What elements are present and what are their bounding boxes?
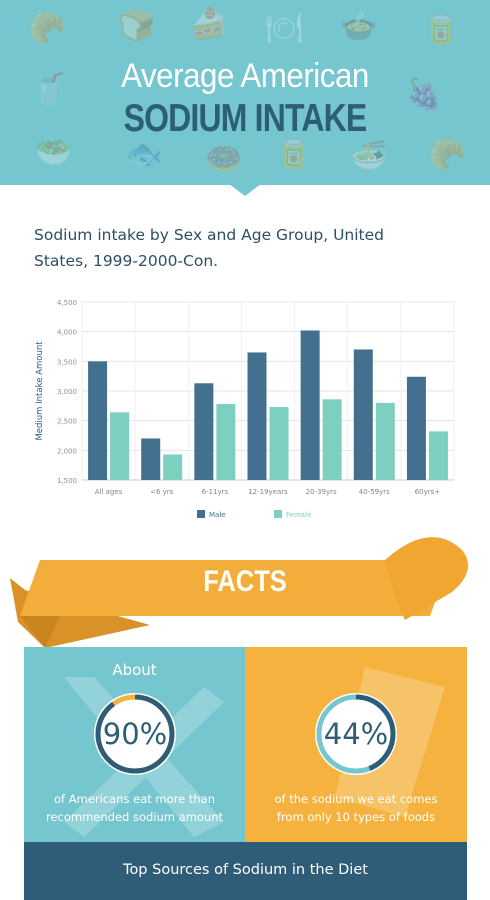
fish-icon: 🐟: [125, 137, 163, 172]
caption-line-1: of the sodium we eat comes: [274, 792, 438, 806]
caption-line-2: from only 10 types of foods: [276, 810, 436, 824]
y-tick-label: 4,000: [57, 329, 77, 337]
title-line-1: Average American: [121, 57, 369, 95]
salad-icon: 🥗: [35, 135, 73, 170]
stat-caption-americans: of Americans eat more than recommended s…: [24, 790, 245, 826]
percent-ring-90: 90%: [90, 689, 180, 779]
bar-male-3: [247, 352, 267, 480]
x-tick-label: 20-39yrs: [306, 488, 337, 496]
title-line-2: SODIUM INTAKE: [123, 97, 368, 140]
bar-female-4: [322, 399, 342, 480]
croissant-icon: 🥐: [28, 11, 66, 46]
bread-icon: 🍞: [118, 9, 156, 44]
header-banner: 🥐 🍞 🍰 🍽 🍲 🥫 🥤 🍇 🥗 🐟 🍩 🥫 🍜 🥐 Average Amer…: [0, 0, 490, 185]
y-tick-label: 3,000: [57, 388, 77, 396]
stat-caption-foods: of the sodium we eat comes from only 10 …: [245, 790, 467, 826]
legend-label-male: Male: [209, 511, 226, 519]
ribbon-shadow: [20, 616, 60, 648]
drink-icon: 🥤: [30, 72, 68, 107]
ribbon-body: [20, 560, 450, 616]
stat-panel-foods: 44% of the sodium we eat comes from only…: [245, 647, 467, 842]
bowl-icon: 🍲: [340, 9, 378, 44]
bar-female-3: [269, 407, 289, 480]
x-tick-label: 6-11yrs: [202, 488, 229, 496]
x-tick-label: 60yrs+: [415, 488, 441, 496]
cake-icon: 🍩: [205, 142, 243, 177]
bar-female-5: [375, 402, 395, 480]
can-icon: 🥫: [275, 137, 313, 172]
y-tick-label: 4,500: [57, 299, 77, 307]
y-tick-label: 2,500: [57, 418, 77, 426]
can-icon: 🥫: [422, 13, 460, 48]
legend-swatch-female: [274, 510, 282, 518]
plate-icon: 🍽: [265, 11, 304, 46]
x-tick-label: All ages: [95, 488, 123, 496]
y-tick-label: 2,000: [57, 447, 77, 455]
facts-ribbon: [0, 530, 490, 650]
x-tick-label: 12-19years: [248, 488, 288, 496]
x-tick-label: <6 yrs: [150, 488, 174, 496]
bar-male-1: [141, 438, 161, 480]
bar-male-4: [300, 330, 320, 480]
chart-svg: 1,500 2,000 2,500 3,000 3,500 4,000 4,500 Mediu…: [35, 299, 455, 519]
chart-subtitle: Sodium intake by Sex and Age Group, Unit…: [34, 226, 385, 270]
bar-female-6: [428, 431, 448, 480]
top-sources-title: Top Sources of Sodium in the Diet: [123, 862, 368, 878]
y-tick-label: 1,500: [57, 477, 77, 485]
about-label: About: [112, 661, 157, 679]
y-tick-label: 3,500: [57, 358, 77, 366]
cake-icon: 🍰: [190, 7, 228, 42]
bar-female-2: [216, 404, 236, 480]
bowl-icon: 🍜: [350, 139, 388, 174]
caption-line-2: recommended sodium amount: [45, 810, 224, 824]
facts-label: FACTS: [203, 565, 287, 598]
bar-male-5: [353, 349, 373, 480]
ribbon-curl-right: [385, 537, 469, 620]
caption-line-1: of Americans eat more than: [54, 792, 215, 806]
stat-panel-americans: About 90% of Americans eat more than rec…: [24, 647, 245, 842]
x-tick-label: 40-59yrs: [359, 488, 390, 496]
legend-swatch-male: [197, 510, 205, 518]
bar-male-0: [88, 361, 108, 480]
stat-value-90: 90%: [102, 717, 168, 751]
bar-male-6: [406, 376, 426, 480]
top-sources-bar: Top Sources of Sodium in the Diet: [24, 842, 467, 900]
bar-female-0: [110, 412, 130, 480]
croissant-icon: 🥐: [428, 137, 466, 172]
bar-female-1: [163, 454, 183, 480]
y-axis-label: Medium Intake Amount: [35, 341, 45, 441]
header-notch: [229, 184, 261, 196]
grapes-icon: 🍇: [405, 77, 443, 112]
bar-male-2: [194, 383, 214, 480]
legend-label-female: Female: [286, 511, 311, 519]
percent-ring-44: 44%: [311, 689, 401, 779]
stat-value-44: 44%: [323, 717, 389, 751]
sodium-bar-chart: 1,500 2,000 2,500 3,000 3,500 4,000 4,500 Mediu…: [30, 292, 470, 532]
